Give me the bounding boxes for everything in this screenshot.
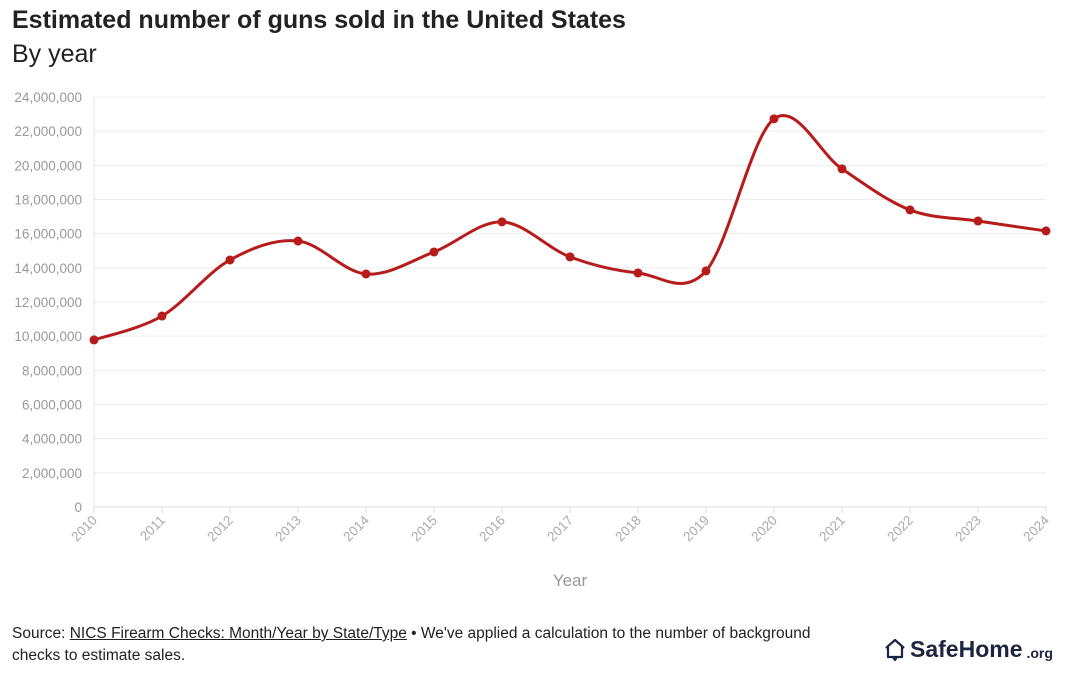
y-tick-label: 0 bbox=[74, 500, 82, 515]
x-tick-label: 2015 bbox=[408, 513, 440, 545]
y-tick-label: 18,000,000 bbox=[14, 193, 82, 208]
y-tick-label: 4,000,000 bbox=[22, 432, 82, 447]
source-link[interactable]: NICS Firearm Checks: Month/Year by State… bbox=[69, 625, 407, 642]
y-tick-label: 22,000,000 bbox=[14, 124, 82, 139]
y-tick-label: 6,000,000 bbox=[22, 398, 82, 413]
x-tick-label: 2012 bbox=[204, 513, 236, 545]
safehome-logo: SafeHome .org bbox=[884, 636, 1053, 663]
y-tick-label: 16,000,000 bbox=[14, 227, 82, 242]
data-point bbox=[973, 216, 983, 226]
x-tick-label: 2024 bbox=[1020, 512, 1052, 544]
x-tick-label: 2022 bbox=[884, 513, 916, 545]
y-tick-label: 12,000,000 bbox=[14, 295, 82, 310]
source-prefix: Source: bbox=[12, 625, 70, 642]
x-tick-label: 2019 bbox=[680, 513, 712, 545]
line-chart: 0 2,000,000 4,000,000 6,000,000 8,000,000 10,… bbox=[14, 90, 1052, 590]
data-point bbox=[429, 247, 439, 257]
source-note: Source: NICS Firearm Checks: Month/Year … bbox=[12, 623, 852, 667]
data-point bbox=[225, 255, 235, 265]
x-tick-label: 2020 bbox=[748, 513, 780, 545]
data-point bbox=[361, 269, 371, 279]
x-tick-label: 2023 bbox=[952, 513, 984, 545]
chart-title: Estimated number of guns sold in the Uni… bbox=[12, 6, 626, 34]
y-tick-label: 20,000,000 bbox=[14, 158, 82, 173]
logo-tld: .org bbox=[1026, 644, 1053, 661]
x-tick-label: 2017 bbox=[544, 513, 576, 545]
y-tick-label: 24,000,000 bbox=[14, 90, 82, 105]
y-tick-label: 14,000,000 bbox=[14, 261, 82, 276]
x-tick-label: 2018 bbox=[612, 513, 644, 545]
x-tick-label: 2016 bbox=[476, 513, 508, 545]
data-point bbox=[769, 114, 779, 124]
x-tick-label: 2021 bbox=[816, 513, 848, 545]
data-point bbox=[1041, 226, 1051, 236]
x-tick-label: 2014 bbox=[340, 512, 372, 544]
x-axis-title: Year bbox=[553, 571, 588, 590]
data-point bbox=[497, 217, 507, 227]
series-line bbox=[93, 114, 1047, 342]
x-tick-label: 2013 bbox=[272, 513, 304, 545]
house-icon bbox=[885, 638, 905, 661]
y-tick-label: 2,000,000 bbox=[22, 466, 82, 481]
data-point bbox=[837, 164, 847, 174]
chart-subtitle: By year bbox=[12, 40, 97, 68]
data-point bbox=[293, 236, 303, 246]
data-point bbox=[89, 335, 99, 345]
x-tick-label: 2010 bbox=[68, 513, 100, 545]
data-point bbox=[157, 311, 167, 321]
data-point bbox=[905, 205, 915, 215]
data-point bbox=[565, 252, 575, 262]
data-point bbox=[701, 266, 711, 276]
y-tick-label: 10,000,000 bbox=[14, 329, 82, 344]
y-tick-label: 8,000,000 bbox=[22, 363, 82, 378]
logo-name: SafeHome bbox=[910, 636, 1023, 662]
x-tick-label: 2011 bbox=[137, 513, 168, 544]
source-suffix: • We've applied a calculation to the num… bbox=[12, 625, 811, 664]
data-point bbox=[633, 268, 643, 278]
